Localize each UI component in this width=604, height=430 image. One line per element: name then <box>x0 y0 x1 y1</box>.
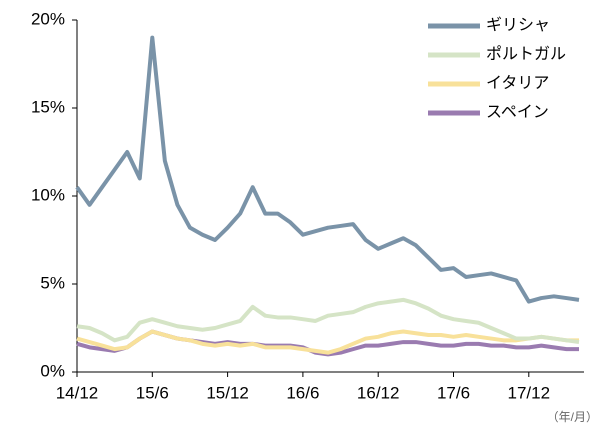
x-tick-label: 16/6 <box>286 383 319 402</box>
x-tick-label: 15/12 <box>206 383 249 402</box>
y-tick-label: 15% <box>31 97 65 116</box>
y-tick-label: 0% <box>40 361 65 380</box>
y-tick-label: 20% <box>31 9 65 28</box>
x-tick-label: 16/12 <box>357 383 400 402</box>
legend-label: スペイン <box>486 104 549 121</box>
x-tick-label: 17/6 <box>437 383 470 402</box>
x-tick-label: 17/12 <box>508 383 551 402</box>
y-tick-label: 5% <box>40 273 65 292</box>
legend-label: イタリア <box>486 74 549 92</box>
legend-label: ギリシャ <box>486 16 550 34</box>
x-axis-note: （年/月） <box>547 410 598 424</box>
x-tick-label: 15/6 <box>136 383 169 402</box>
legend-label: ポルトガル <box>486 45 566 63</box>
series-line <box>76 297 580 345</box>
y-tick-label: 10% <box>31 185 65 204</box>
series-line <box>76 329 579 355</box>
x-tick-label: 14/12 <box>56 383 99 402</box>
series-line <box>75 35 580 304</box>
